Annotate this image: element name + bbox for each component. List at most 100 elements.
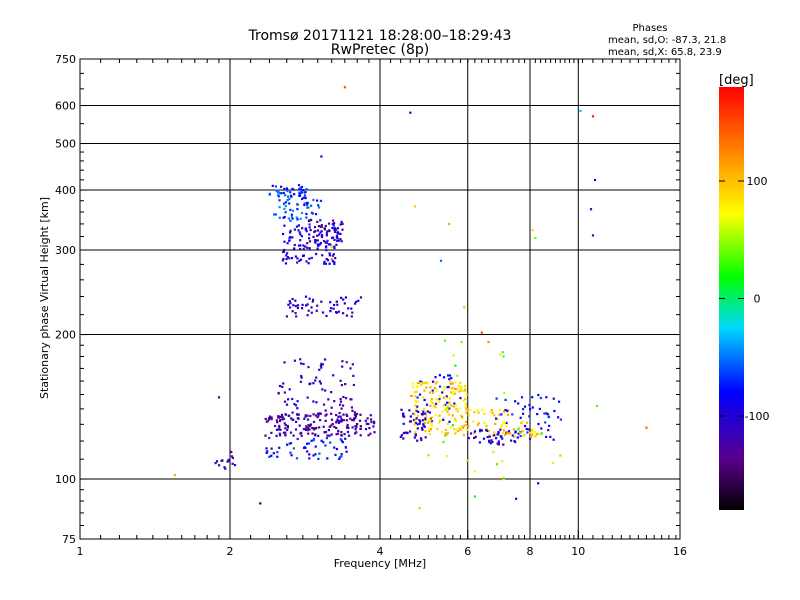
echo-point xyxy=(439,259,443,262)
echo-point xyxy=(339,415,342,418)
echo-point xyxy=(364,428,368,431)
echo-point xyxy=(449,391,453,394)
echo-point xyxy=(446,422,449,425)
echo-point xyxy=(308,223,311,226)
echo-point xyxy=(346,430,350,434)
echo-point xyxy=(291,236,294,239)
echo-point xyxy=(457,384,460,387)
echo-point xyxy=(444,434,447,437)
echo-point xyxy=(373,431,376,434)
echo-point xyxy=(441,430,444,433)
echo-point xyxy=(276,421,279,424)
echo-point xyxy=(460,340,463,344)
echo-point xyxy=(339,438,342,441)
echo-point xyxy=(538,407,541,410)
echo-point xyxy=(473,470,476,473)
echo-point xyxy=(454,417,457,420)
echo-point xyxy=(459,385,462,388)
echo-point xyxy=(499,353,502,356)
echo-point xyxy=(333,222,336,225)
echo-point xyxy=(462,426,465,429)
echo-point xyxy=(307,442,310,445)
echo-point xyxy=(497,433,500,436)
echo-point xyxy=(528,403,531,407)
echo-point xyxy=(545,412,548,415)
echo-point xyxy=(285,187,289,190)
echo-point xyxy=(335,447,338,451)
echo-point xyxy=(446,411,449,414)
echo-point xyxy=(545,435,548,438)
echo-point xyxy=(506,431,509,434)
echo-point xyxy=(370,421,373,424)
echo-point xyxy=(491,440,494,444)
echo-point xyxy=(502,429,505,432)
echo-point xyxy=(316,199,319,202)
echo-point xyxy=(402,437,405,440)
echo-point xyxy=(288,197,291,201)
echo-point xyxy=(520,396,524,399)
echo-point xyxy=(314,379,317,382)
echo-point xyxy=(461,425,464,428)
echo-point xyxy=(519,435,522,438)
echo-point xyxy=(286,242,289,245)
echo-point xyxy=(292,188,295,191)
echo-point xyxy=(511,434,514,437)
echo-point xyxy=(328,425,331,428)
echo-point xyxy=(291,411,294,414)
echo-point xyxy=(318,380,321,383)
echo-point xyxy=(434,402,438,405)
echo-point xyxy=(286,189,289,193)
echo-point xyxy=(320,155,323,158)
echo-point xyxy=(338,411,341,415)
echo-point xyxy=(501,351,504,354)
echo-point xyxy=(341,360,344,363)
echo-point xyxy=(265,451,268,454)
echo-point xyxy=(419,437,423,440)
echo-point xyxy=(428,429,431,433)
echo-point xyxy=(325,314,328,318)
echo-point xyxy=(423,389,426,392)
echo-point xyxy=(559,418,562,421)
echo-point xyxy=(414,404,417,407)
x-tick-label: 4 xyxy=(377,545,384,558)
echo-point xyxy=(308,457,311,460)
echo-point xyxy=(335,433,338,436)
echo-point xyxy=(451,424,454,427)
echo-point xyxy=(295,225,299,228)
echo-point xyxy=(446,401,449,404)
echo-point xyxy=(276,451,279,454)
echo-point xyxy=(286,198,289,202)
echo-point xyxy=(285,403,289,406)
echo-point xyxy=(284,431,287,434)
echo-point xyxy=(480,429,484,432)
echo-point xyxy=(359,296,363,299)
echo-point xyxy=(460,387,463,390)
echo-point xyxy=(402,431,405,435)
echo-point xyxy=(290,215,293,218)
echo-point xyxy=(417,410,420,413)
echo-point xyxy=(341,228,344,231)
echo-point xyxy=(418,381,421,385)
echo-point xyxy=(472,420,475,423)
echo-point xyxy=(314,445,317,448)
echo-point xyxy=(495,463,498,466)
echo-point xyxy=(289,191,292,194)
echo-point xyxy=(364,419,367,422)
echo-point xyxy=(294,428,298,431)
echo-point xyxy=(288,388,291,391)
echo-point xyxy=(531,430,534,433)
echo-point xyxy=(295,420,298,423)
echo-point xyxy=(306,396,309,399)
echo-point xyxy=(354,302,357,305)
echo-point xyxy=(282,191,285,194)
echo-point xyxy=(281,385,284,388)
echo-point xyxy=(436,427,439,431)
echo-point xyxy=(308,247,311,250)
echo-point xyxy=(502,477,505,480)
echo-point xyxy=(306,429,309,432)
echo-point xyxy=(489,411,492,414)
echo-point xyxy=(290,454,293,457)
echo-point xyxy=(514,400,517,403)
colorbar-label: [deg] xyxy=(719,73,754,88)
